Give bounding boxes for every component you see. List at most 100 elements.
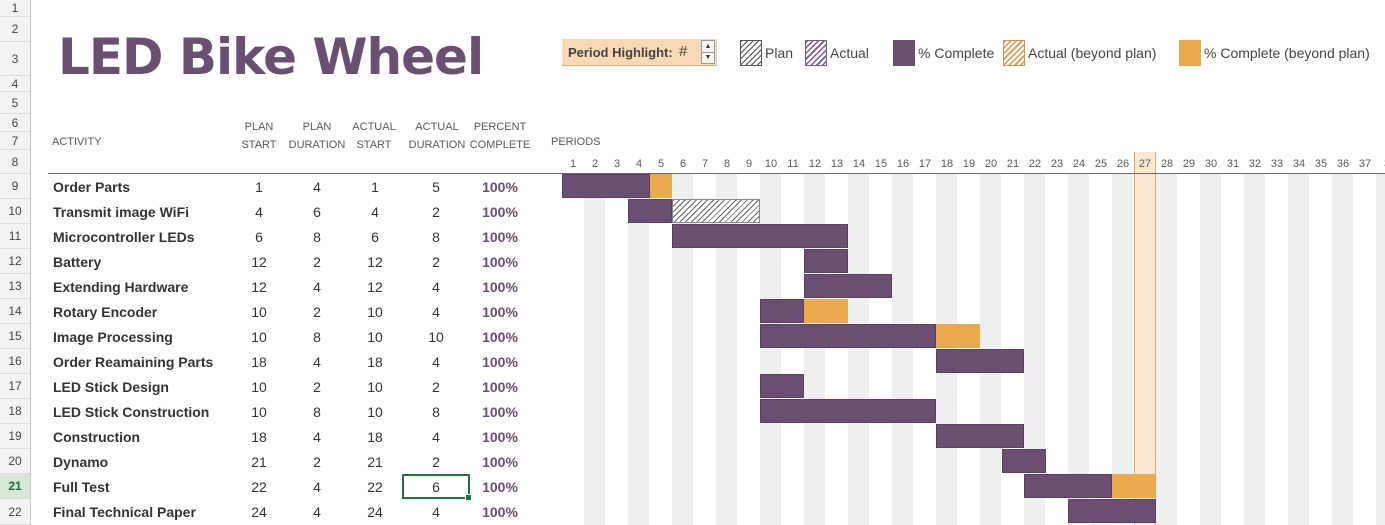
row-number[interactable]: 10 xyxy=(8,204,22,218)
row-number[interactable]: 11 xyxy=(8,229,22,243)
percent-complete-cell[interactable]: 100% xyxy=(482,204,518,220)
plan-start-cell[interactable]: 6 xyxy=(255,229,263,245)
actual-start-cell[interactable]: 10 xyxy=(367,304,383,320)
percent-complete-cell[interactable]: 100% xyxy=(482,179,518,195)
row-number[interactable]: 8 xyxy=(11,155,19,169)
actual-duration-cell[interactable]: 4 xyxy=(432,279,440,295)
actual-duration-cell[interactable]: 4 xyxy=(432,429,440,445)
row-number[interactable]: 5 xyxy=(11,96,19,110)
percent-complete-cell[interactable]: 100% xyxy=(482,254,518,270)
activity-name[interactable]: Final Technical Paper xyxy=(53,504,196,520)
activity-name[interactable]: Transmit image WiFi xyxy=(53,204,190,220)
row-number[interactable]: 3 xyxy=(11,52,19,66)
plan-duration-cell[interactable]: 4 xyxy=(313,354,321,370)
row-number[interactable]: 6 xyxy=(11,116,19,130)
plan-start-cell[interactable]: 10 xyxy=(251,304,267,320)
plan-duration-cell[interactable]: 8 xyxy=(313,229,321,245)
percent-complete-cell[interactable]: 100% xyxy=(482,429,518,445)
percent-complete-cell[interactable]: 100% xyxy=(482,304,518,320)
activity-name[interactable]: LED Stick Construction xyxy=(53,404,210,420)
plan-duration-cell[interactable]: 2 xyxy=(313,454,321,470)
actual-start-cell[interactable]: 6 xyxy=(371,229,379,245)
active-cell-cursor[interactable] xyxy=(402,474,472,501)
actual-duration-cell[interactable]: 8 xyxy=(432,229,440,245)
plan-start-cell[interactable]: 18 xyxy=(251,429,267,445)
actual-start-cell[interactable]: 22 xyxy=(367,479,383,495)
percent-complete-cell[interactable]: 100% xyxy=(482,404,518,420)
actual-duration-cell[interactable]: 4 xyxy=(432,354,440,370)
percent-complete-cell[interactable]: 100% xyxy=(482,279,518,295)
row-number[interactable]: 21 xyxy=(0,474,30,499)
activity-name[interactable]: Microcontroller LEDs xyxy=(53,229,195,245)
row-number[interactable]: 2 xyxy=(11,22,19,36)
plan-duration-cell[interactable]: 2 xyxy=(313,304,321,320)
actual-start-cell[interactable]: 10 xyxy=(367,379,383,395)
actual-duration-cell[interactable]: 10 xyxy=(428,329,444,345)
plan-start-cell[interactable]: 10 xyxy=(251,329,267,345)
percent-complete-cell[interactable]: 100% xyxy=(482,379,518,395)
actual-start-cell[interactable]: 18 xyxy=(367,354,383,370)
activity-name[interactable]: LED Stick Design xyxy=(53,379,169,395)
row-number[interactable]: 19 xyxy=(8,429,22,443)
actual-start-cell[interactable]: 18 xyxy=(367,429,383,445)
actual-start-cell[interactable]: 12 xyxy=(367,254,383,270)
row-number[interactable]: 7 xyxy=(11,134,19,148)
plan-duration-cell[interactable]: 4 xyxy=(313,479,321,495)
percent-complete-cell[interactable]: 100% xyxy=(482,504,518,520)
row-number[interactable]: 16 xyxy=(8,354,22,368)
percent-complete-cell[interactable]: 100% xyxy=(482,479,518,495)
activity-name[interactable]: Order Reamaining Parts xyxy=(53,354,214,370)
plan-duration-cell[interactable]: 4 xyxy=(313,179,321,195)
row-number[interactable]: 22 xyxy=(8,505,22,519)
plan-start-cell[interactable]: 18 xyxy=(251,354,267,370)
activity-name[interactable]: Full Test xyxy=(53,479,110,495)
actual-start-cell[interactable]: 10 xyxy=(367,404,383,420)
percent-complete-cell[interactable]: 100% xyxy=(482,229,518,245)
row-number[interactable]: 12 xyxy=(8,254,22,268)
actual-duration-cell[interactable]: 8 xyxy=(432,404,440,420)
actual-duration-cell[interactable]: 2 xyxy=(432,454,440,470)
row-number[interactable]: 20 xyxy=(8,454,22,468)
spin-down-icon[interactable]: ▼ xyxy=(704,54,712,61)
plan-start-cell[interactable]: 24 xyxy=(251,504,267,520)
actual-duration-cell[interactable]: 5 xyxy=(432,179,440,195)
plan-duration-cell[interactable]: 2 xyxy=(313,379,321,395)
actual-start-cell[interactable]: 10 xyxy=(367,329,383,345)
actual-start-cell[interactable]: 24 xyxy=(367,504,383,520)
actual-duration-cell[interactable]: 2 xyxy=(432,254,440,270)
actual-duration-cell[interactable]: 6 xyxy=(432,479,440,495)
actual-start-cell[interactable]: 21 xyxy=(367,454,383,470)
percent-complete-cell[interactable]: 100% xyxy=(482,329,518,345)
actual-duration-cell[interactable]: 4 xyxy=(432,304,440,320)
actual-duration-cell[interactable]: 2 xyxy=(432,204,440,220)
row-number[interactable]: 1 xyxy=(11,1,19,15)
actual-duration-cell[interactable]: 4 xyxy=(432,504,440,520)
plan-start-cell[interactable]: 10 xyxy=(251,404,267,420)
plan-start-cell[interactable]: 22 xyxy=(251,479,267,495)
activity-name[interactable]: Image Processing xyxy=(53,329,173,345)
row-number[interactable]: 15 xyxy=(8,329,22,343)
plan-duration-cell[interactable]: 4 xyxy=(313,279,321,295)
row-number[interactable]: 17 xyxy=(8,379,22,393)
plan-start-cell[interactable]: 1 xyxy=(255,179,263,195)
actual-start-cell[interactable]: 4 xyxy=(371,204,379,220)
activity-name[interactable]: Extending Hardware xyxy=(53,279,189,295)
plan-start-cell[interactable]: 21 xyxy=(251,454,267,470)
activity-name[interactable]: Order Parts xyxy=(53,179,131,195)
plan-duration-cell[interactable]: 8 xyxy=(313,404,321,420)
plan-start-cell[interactable]: 12 xyxy=(251,279,267,295)
plan-start-cell[interactable]: 4 xyxy=(255,204,263,220)
row-number[interactable]: 14 xyxy=(8,304,22,318)
activity-name[interactable]: Construction xyxy=(53,429,141,445)
percent-complete-cell[interactable]: 100% xyxy=(482,354,518,370)
plan-duration-cell[interactable]: 2 xyxy=(313,254,321,270)
percent-complete-cell[interactable]: 100% xyxy=(482,454,518,470)
plan-duration-cell[interactable]: 8 xyxy=(313,329,321,345)
spin-up-icon[interactable]: ▲ xyxy=(702,41,714,53)
activity-name[interactable]: Battery xyxy=(53,254,102,270)
actual-duration-cell[interactable]: 2 xyxy=(432,379,440,395)
plan-duration-cell[interactable]: 6 xyxy=(313,204,321,220)
plan-start-cell[interactable]: 10 xyxy=(251,379,267,395)
actual-start-cell[interactable]: 12 xyxy=(367,279,383,295)
plan-duration-cell[interactable]: 4 xyxy=(313,504,321,520)
